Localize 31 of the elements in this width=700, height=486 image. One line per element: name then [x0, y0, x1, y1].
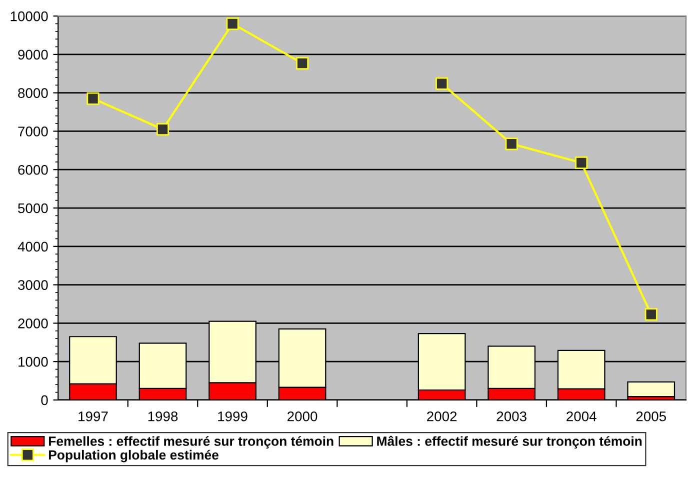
legend-label: Population globale estimée: [48, 450, 218, 462]
x-tick-label: 2003: [496, 411, 526, 422]
bar: [627, 381, 676, 398]
y-tick-label: 0: [41, 395, 48, 406]
x-tick-label: 1998: [148, 411, 178, 422]
x-tick-label: 1997: [78, 411, 108, 422]
y-tick-label: 1000: [18, 356, 48, 367]
x-tick-label: 1999: [218, 411, 248, 422]
legend-label: Mâles : effectif mesuré sur tronçon témoin: [377, 436, 642, 448]
x-tick-label: 2002: [427, 411, 457, 422]
point: [226, 17, 239, 30]
x-tick-label: 2005: [636, 411, 666, 422]
legend-label: Femelles : effectif mesuré sur tronçon témoin: [48, 436, 334, 448]
point: [156, 123, 169, 136]
y-tick-label: 6000: [18, 164, 48, 175]
point: [575, 156, 588, 169]
y-tick-label: 2000: [18, 318, 48, 328]
point: [644, 308, 658, 321]
point: [296, 57, 309, 70]
y-tick-label: 3000: [18, 280, 48, 290]
y-tick-label: 7000: [18, 126, 48, 136]
y-tick-label: 4000: [18, 242, 48, 252]
point: [436, 77, 448, 90]
x-tick-label: 2000: [288, 411, 318, 422]
y-tick-label: 10000: [10, 11, 48, 22]
point: [505, 138, 518, 150]
x-tick-label: 2004: [566, 411, 596, 422]
y-tick-label: 8000: [18, 88, 48, 98]
y-tick-label: 9000: [18, 50, 48, 60]
y-tick-label: 5000: [18, 203, 48, 214]
point: [86, 92, 100, 105]
